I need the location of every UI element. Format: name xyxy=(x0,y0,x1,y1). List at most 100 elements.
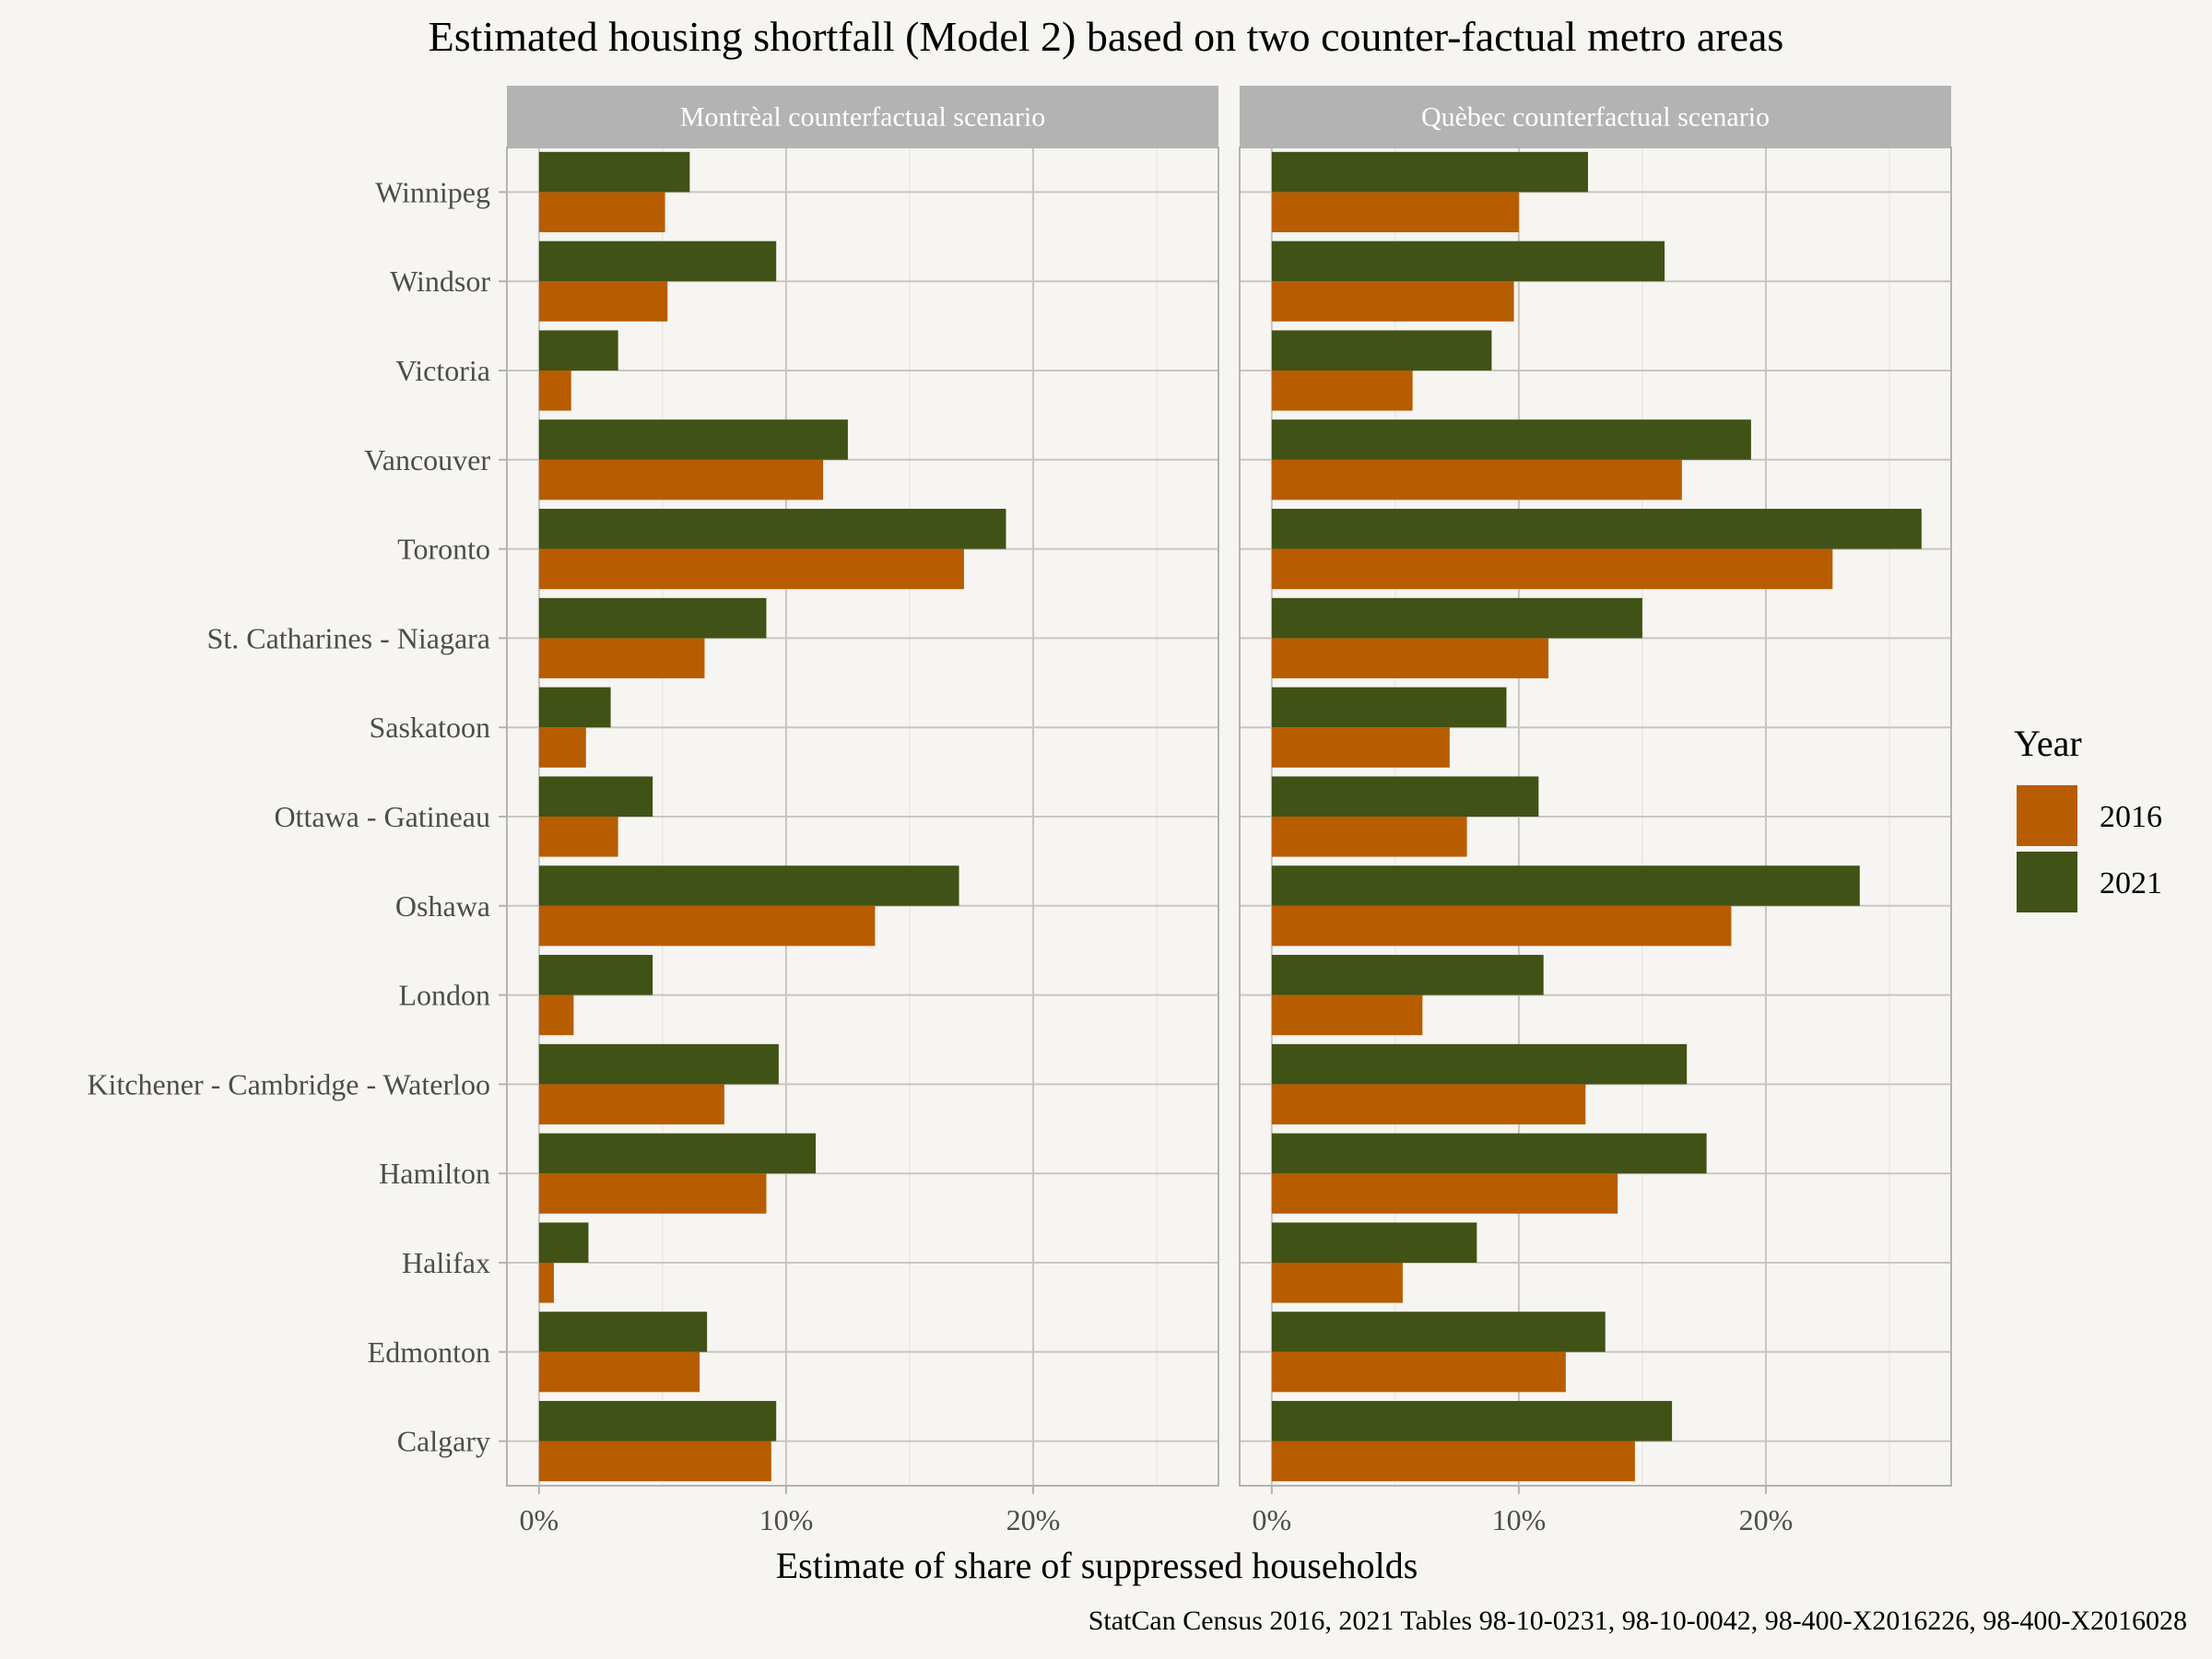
bar-quebec-saskatoon-2016 xyxy=(1271,727,1450,768)
x-tick-label: 0% xyxy=(520,1503,559,1536)
bar-montreal-oshawa-2021 xyxy=(538,865,959,906)
bar-montreal-hamilton-2016 xyxy=(538,1173,767,1214)
panel-montreal: Montrèal counterfactual scenario 0% 10% 20% xyxy=(506,86,1219,1536)
legend: Year 2016 2021 xyxy=(2014,723,2162,912)
bar-montreal-toronto-2016 xyxy=(538,548,964,590)
bar-quebec-victoria-2021 xyxy=(1271,330,1492,371)
bar-montreal-hamilton-2021 xyxy=(538,1133,817,1174)
category-label-hamilton: Hamilton xyxy=(379,1157,490,1190)
bar-quebec-calgary-2016 xyxy=(1271,1441,1635,1482)
bar-quebec-toronto-2021 xyxy=(1271,509,1922,549)
legend-title: Year xyxy=(2014,723,2082,764)
panel-strip-label-quebec: Quèbec counterfactual scenario xyxy=(1421,102,1770,133)
bar-montreal-oshawa-2016 xyxy=(538,905,876,947)
bar-quebec-halifax-2021 xyxy=(1271,1222,1477,1263)
category-label-edmonton: Edmonton xyxy=(368,1335,490,1369)
bar-montreal-edmonton-2021 xyxy=(538,1312,708,1352)
chart-caption: StatCan Census 2016, 2021 Tables 98-10-0… xyxy=(1088,1606,2187,1636)
bar-quebec-vancouver-2021 xyxy=(1271,419,1751,460)
bar-quebec-kitchener-cambridge-waterloo-2016 xyxy=(1271,1084,1586,1124)
bar-quebec-halifax-2016 xyxy=(1271,1263,1403,1303)
category-label-kitchener-cambridge-waterloo: Kitchener - Cambridge - Waterloo xyxy=(87,1067,490,1100)
bar-montreal-winnipeg-2021 xyxy=(538,151,690,193)
x-tick-label: 20% xyxy=(1739,1503,1794,1536)
bar-montreal-saskatoon-2016 xyxy=(538,727,586,768)
panel-quebec: Quèbec counterfactual scenario 0% 10% 20% xyxy=(1239,86,1952,1536)
bar-montreal-winnipeg-2016 xyxy=(538,192,665,232)
category-label-winnipeg: Winnipeg xyxy=(375,175,490,208)
bar-montreal-calgary-2016 xyxy=(538,1441,771,1482)
bar-quebec-ottawa-gatineau-2016 xyxy=(1271,817,1467,857)
bar-quebec-vancouver-2016 xyxy=(1271,459,1682,500)
category-label-ottawa-gatineau: Ottawa - Gatineau xyxy=(274,800,490,833)
bar-quebec-edmonton-2016 xyxy=(1271,1351,1566,1393)
panels-layer: Montrèal counterfactual scenario 0% 10% 20%… xyxy=(506,86,1952,1536)
bar-montreal-victoria-2016 xyxy=(538,371,571,411)
x-axis-title: Estimate of share of suppressed househol… xyxy=(776,1545,1418,1586)
bar-montreal-st-catharines-niagara-2021 xyxy=(538,597,767,639)
bar-quebec-st-catharines-niagara-2021 xyxy=(1271,597,1642,639)
bar-montreal-kitchener-cambridge-waterloo-2016 xyxy=(538,1084,724,1124)
bar-quebec-london-2016 xyxy=(1271,994,1423,1036)
bar-montreal-windsor-2021 xyxy=(538,241,777,282)
category-label-calgary: Calgary xyxy=(397,1425,490,1458)
category-label-st-catharines-niagara: St. Catharines - Niagara xyxy=(207,621,490,654)
bar-quebec-london-2021 xyxy=(1271,955,1544,995)
category-label-windsor: Windsor xyxy=(390,265,490,298)
bar-quebec-winnipeg-2016 xyxy=(1271,192,1519,232)
bar-quebec-windsor-2016 xyxy=(1271,281,1514,322)
bar-quebec-windsor-2021 xyxy=(1271,241,1665,282)
category-axis-labels: Winnipeg Windsor Victoria Vancouver Toronto S… xyxy=(87,175,507,1458)
panel-strip-montreal xyxy=(507,86,1218,147)
category-label-oshawa: Oshawa xyxy=(395,889,490,923)
bar-montreal-vancouver-2021 xyxy=(538,419,848,460)
legend-swatch-2016 xyxy=(2017,785,2077,846)
x-tick-label: 20% xyxy=(1006,1503,1061,1536)
panel-border-quebec xyxy=(1239,147,1952,1487)
x-tick-label: 10% xyxy=(759,1503,814,1536)
bar-quebec-victoria-2016 xyxy=(1271,371,1413,411)
bar-montreal-halifax-2021 xyxy=(538,1222,589,1263)
bar-montreal-ottawa-gatineau-2016 xyxy=(538,817,618,857)
x-tick-label: 0% xyxy=(1253,1503,1292,1536)
panel-strip-label-montreal: Montrèal counterfactual scenario xyxy=(680,102,1045,133)
panel-strip-quebec xyxy=(1240,86,1951,147)
bar-quebec-saskatoon-2021 xyxy=(1271,687,1507,728)
bar-quebec-st-catharines-niagara-2016 xyxy=(1271,638,1549,678)
category-label-halifax: Halifax xyxy=(402,1246,490,1279)
bar-quebec-oshawa-2016 xyxy=(1271,905,1732,947)
category-label-toronto: Toronto xyxy=(397,533,490,566)
category-label-victoria: Victoria xyxy=(395,354,490,387)
bar-montreal-vancouver-2016 xyxy=(538,459,824,500)
category-label-saskatoon: Saskatoon xyxy=(369,711,490,744)
bar-montreal-saskatoon-2021 xyxy=(538,687,611,728)
bar-montreal-calgary-2021 xyxy=(538,1401,777,1441)
bar-quebec-toronto-2016 xyxy=(1271,548,1833,590)
bar-montreal-london-2021 xyxy=(538,955,653,995)
bar-montreal-windsor-2016 xyxy=(538,281,668,322)
bar-quebec-hamilton-2021 xyxy=(1271,1133,1707,1174)
bar-quebec-oshawa-2021 xyxy=(1271,865,1860,906)
bar-quebec-calgary-2021 xyxy=(1271,1401,1673,1441)
legend-label-2021: 2021 xyxy=(2100,866,2162,900)
bar-montreal-st-catharines-niagara-2016 xyxy=(538,638,705,678)
category-label-vancouver: Vancouver xyxy=(364,443,490,477)
bar-montreal-kitchener-cambridge-waterloo-2021 xyxy=(538,1043,779,1085)
x-tick-label: 10% xyxy=(1492,1503,1547,1536)
bar-quebec-ottawa-gatineau-2021 xyxy=(1271,776,1539,817)
bar-montreal-ottawa-gatineau-2021 xyxy=(538,776,653,817)
chart-title: Estimated housing shortfall (Model 2) ba… xyxy=(429,13,1784,60)
legend-swatch-2021 xyxy=(2017,852,2077,912)
legend-entries: 2016 2021 xyxy=(2017,785,2162,912)
bar-montreal-london-2016 xyxy=(538,994,574,1036)
bar-quebec-kitchener-cambridge-waterloo-2021 xyxy=(1271,1043,1688,1085)
bar-montreal-edmonton-2016 xyxy=(538,1351,700,1393)
bar-quebec-winnipeg-2021 xyxy=(1271,151,1588,193)
bar-montreal-toronto-2021 xyxy=(538,509,1006,549)
legend-label-2016: 2016 xyxy=(2100,800,2162,834)
bar-montreal-halifax-2016 xyxy=(538,1263,554,1303)
bar-quebec-edmonton-2021 xyxy=(1271,1312,1606,1352)
category-label-london: London xyxy=(398,979,490,1012)
bar-quebec-hamilton-2016 xyxy=(1271,1173,1618,1214)
